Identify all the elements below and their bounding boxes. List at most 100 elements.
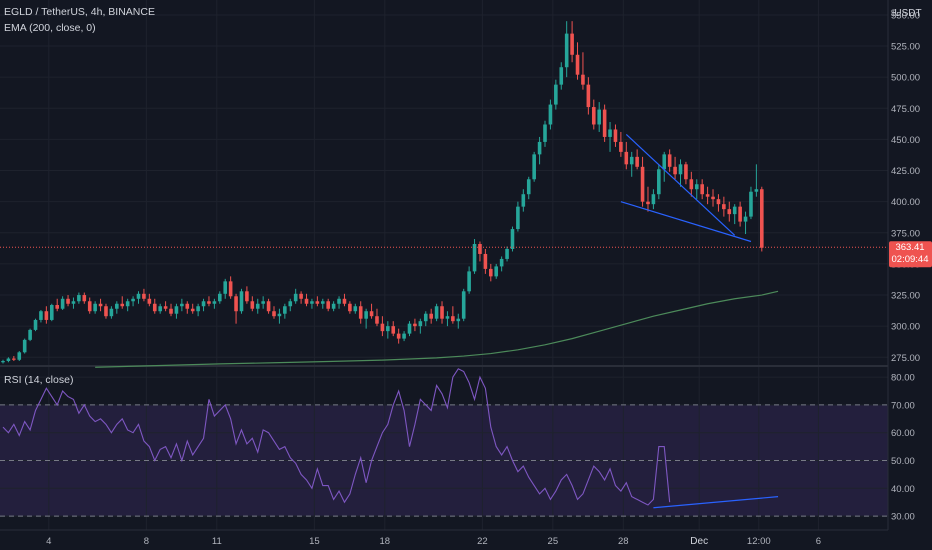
symbol-legend[interactable]: EGLD / TetherUS, 4h, BINANCE — [4, 6, 155, 18]
candle-body — [148, 299, 152, 304]
candle-body — [760, 189, 764, 248]
candle-body — [419, 321, 423, 326]
price-tick-label: 500.00 — [891, 73, 920, 84]
candle-body — [695, 184, 699, 189]
candle-body — [299, 294, 303, 299]
candle-body — [408, 324, 412, 334]
time-tick-label: 4 — [46, 536, 51, 547]
candle-body — [614, 129, 618, 141]
candle-body — [99, 304, 103, 306]
candle-body — [218, 294, 222, 301]
currency-label[interactable]: USDT — [894, 8, 921, 19]
candle-body — [83, 295, 87, 301]
candle-body — [684, 164, 688, 179]
candle-body — [484, 254, 488, 269]
candle-body — [207, 301, 211, 303]
candle-body — [294, 294, 298, 301]
candle-body — [456, 319, 460, 321]
rsi-tick-label: 40.00 — [891, 484, 915, 495]
candle-body — [337, 299, 341, 304]
price-tick-label: 525.00 — [891, 42, 920, 53]
candle-body — [370, 311, 374, 316]
candle-body — [657, 169, 661, 194]
candle-body — [706, 194, 710, 196]
candle-body — [381, 324, 385, 331]
candle-body — [603, 110, 607, 137]
candle-body — [332, 304, 336, 309]
price-tick-label: 275.00 — [891, 353, 920, 364]
candle-body — [435, 306, 439, 318]
candle-body — [278, 314, 282, 316]
candle-body — [402, 334, 406, 339]
candle-body — [532, 154, 536, 179]
price-tick-label: 375.00 — [891, 228, 920, 239]
time-tick-label: Dec — [690, 536, 708, 547]
candle-body — [565, 34, 569, 68]
candle-body — [722, 204, 726, 209]
candle-body — [1, 361, 5, 362]
candle-body — [711, 197, 715, 199]
price-tick-label: 300.00 — [891, 322, 920, 333]
time-tick-label: 12:00 — [747, 536, 771, 547]
candle-body — [261, 301, 265, 303]
current-price-countdown: 02:09:44 — [892, 254, 929, 265]
candle-body — [39, 311, 43, 320]
candle-body — [12, 359, 16, 360]
candle-body — [61, 299, 65, 309]
candle-body — [386, 326, 390, 331]
candle-body — [451, 316, 455, 321]
candle-body — [494, 266, 498, 276]
candle-body — [251, 301, 255, 308]
candle-body — [690, 179, 694, 189]
candle-body — [364, 311, 368, 318]
candle-body — [641, 167, 645, 202]
candle-body — [77, 295, 81, 301]
candle-body — [397, 334, 401, 339]
rsi-tick-label: 80.00 — [891, 373, 915, 384]
candle-body — [625, 152, 629, 164]
price-tick-label: 475.00 — [891, 104, 920, 115]
candle-body — [549, 105, 553, 125]
candle-body — [283, 306, 287, 313]
candle-body — [66, 299, 70, 304]
candle-body — [93, 304, 97, 311]
candle-body — [191, 309, 195, 311]
candle-body — [473, 244, 477, 271]
candle-body — [733, 207, 737, 214]
candle-body — [153, 304, 157, 311]
candle-body — [744, 217, 748, 222]
time-tick-label: 18 — [380, 536, 391, 547]
candle-body — [142, 294, 146, 299]
rsi-tick-label: 70.00 — [891, 400, 915, 411]
candle-body — [34, 320, 38, 330]
candle-body — [679, 164, 683, 174]
candle-body — [527, 179, 531, 194]
current-price-value: 363.41 — [895, 242, 924, 253]
rsi-tick-label: 60.00 — [891, 428, 915, 439]
candle-body — [131, 299, 135, 301]
candle-body — [478, 244, 482, 254]
candle-body — [446, 316, 450, 318]
candle-body — [516, 207, 520, 229]
candle-body — [424, 314, 428, 321]
current-price-tag: 363.41 02:09:44 — [889, 241, 932, 267]
candle-body — [597, 110, 601, 125]
time-tick-label: 15 — [309, 536, 320, 547]
candle-body — [213, 301, 217, 303]
candle-body — [202, 301, 206, 306]
candle-body — [23, 340, 27, 352]
currency-selector-icon[interactable]: $ — [891, 8, 897, 19]
candle-body — [234, 296, 238, 311]
rsi-legend[interactable]: RSI (14, close) — [4, 374, 73, 386]
candle-body — [185, 304, 189, 309]
candle-body — [467, 271, 471, 291]
candle-body — [587, 85, 591, 107]
candle-body — [511, 229, 515, 249]
candle-body — [305, 299, 309, 304]
price-tick-label: 325.00 — [891, 291, 920, 302]
candle-body — [500, 259, 504, 266]
candle-body — [28, 330, 32, 340]
candle-body — [630, 157, 634, 164]
ema-legend[interactable]: EMA (200, close, 0) — [4, 22, 96, 34]
